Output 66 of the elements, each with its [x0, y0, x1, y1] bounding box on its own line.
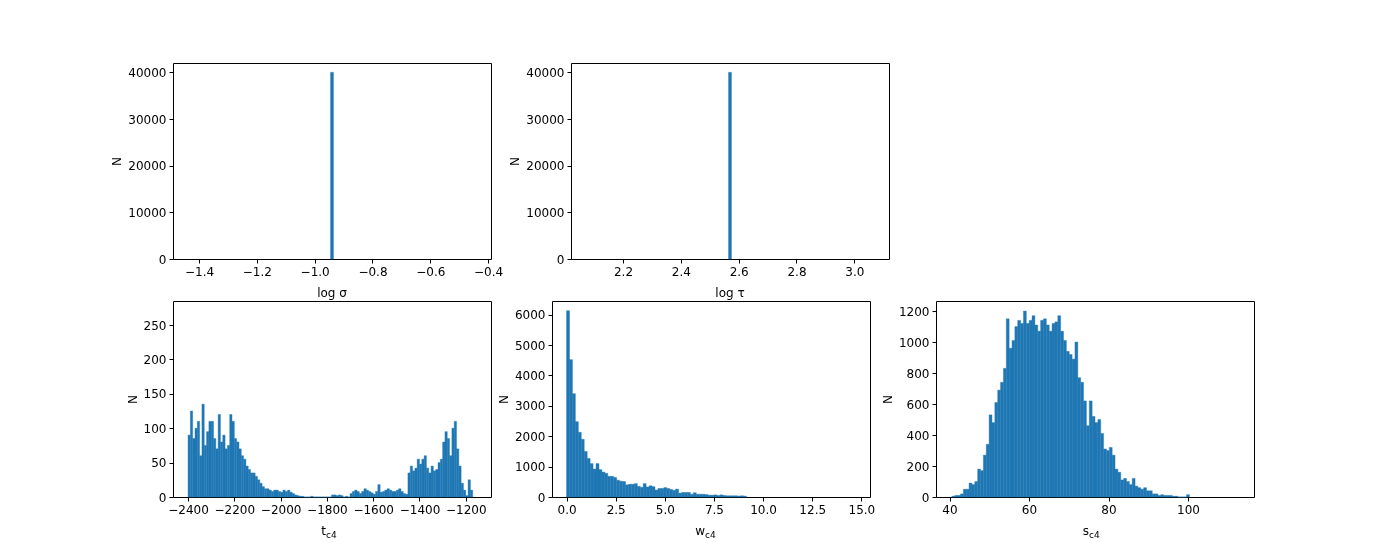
y-tick-label: 0 [921, 490, 930, 505]
x-tick-label: −1.2 [242, 264, 272, 279]
y-tick-label: 50 [151, 456, 167, 471]
x-tick-label: 15.0 [848, 502, 876, 517]
y-tick-label: 10000 [128, 205, 167, 220]
x-tick-label: 7.5 [704, 502, 724, 517]
y-tick-label: 2000 [514, 429, 546, 444]
x-axis-title: log σ [317, 286, 348, 300]
x-tick-label: 80 [1101, 502, 1117, 517]
y-tick-label: 6000 [514, 308, 546, 323]
x-tick-label: 2.8 [787, 264, 807, 279]
x-tick-label: 2.6 [729, 264, 749, 279]
x-tick-label: 3.0 [845, 264, 865, 279]
y-tick-label: 30000 [128, 112, 167, 127]
y-tick-label: 1200 [898, 304, 930, 319]
x-tick-label: −1800 [307, 502, 348, 517]
x-tick-label: 2.4 [671, 264, 691, 279]
x-tick-label: −2400 [168, 502, 209, 517]
y-tick-label: 10000 [526, 205, 565, 220]
x-tick-label: 12.5 [799, 502, 827, 517]
x-axis-title: log τ [715, 286, 745, 300]
x-tick-label: 10.0 [750, 502, 777, 517]
y-tick-label: 4000 [514, 368, 546, 383]
y-tick-label: 0 [556, 252, 565, 267]
x-tick-label: −1.0 [300, 264, 330, 279]
x-tick-label: −2200 [214, 502, 256, 517]
x-tick-label: 60 [1021, 502, 1038, 517]
y-tick-label: 5000 [514, 338, 546, 353]
y-tick-label: 40000 [128, 65, 167, 80]
y-tick-label: 1000 [898, 335, 930, 350]
y-tick-label: 0 [537, 490, 546, 505]
x-tick-label: −1.4 [184, 264, 215, 279]
x-tick-label: −1400 [399, 502, 441, 517]
x-tick-label: 40 [942, 502, 958, 517]
x-tick-label: −0.8 [358, 264, 388, 279]
y-tick-label: 150 [143, 387, 167, 402]
y-tick-label: 800 [906, 366, 930, 381]
y-tick-label: 0 [158, 490, 167, 505]
y-tick-label: 20000 [128, 159, 167, 174]
y-tick-label: 200 [906, 459, 930, 474]
x-tick-label: −0.4 [474, 264, 504, 279]
y-tick-label: 40000 [526, 65, 565, 80]
y-tick-label: 400 [906, 428, 930, 443]
y-tick-label: 20000 [526, 159, 565, 174]
y-tick-label: 1000 [514, 460, 546, 475]
x-tick-label: 100 [1177, 502, 1200, 517]
y-tick-label: 0 [158, 252, 167, 267]
y-tick-label: 200 [143, 352, 167, 367]
x-tick-label: 2.5 [606, 502, 626, 517]
y-axis-title: N [880, 395, 895, 404]
y-tick-label: 600 [906, 397, 930, 412]
y-tick-label: 100 [143, 421, 167, 436]
y-axis-title: N [125, 395, 140, 404]
x-tick-label: −1200 [445, 502, 487, 517]
x-tick-label: 0.0 [557, 502, 577, 517]
x-tick-label: 5.0 [655, 502, 675, 517]
y-axis-title: N [508, 157, 523, 166]
y-tick-label: 30000 [526, 112, 565, 127]
y-axis-title: N [110, 157, 125, 166]
x-tick-label: −2000 [260, 502, 302, 517]
x-tick-label: −0.6 [416, 264, 446, 279]
y-tick-label: 3000 [514, 399, 546, 414]
y-tick-label: 250 [143, 318, 167, 333]
x-tick-label: −1600 [353, 502, 394, 517]
x-tick-label: 2.2 [613, 264, 634, 279]
y-axis-title: N [496, 395, 511, 404]
